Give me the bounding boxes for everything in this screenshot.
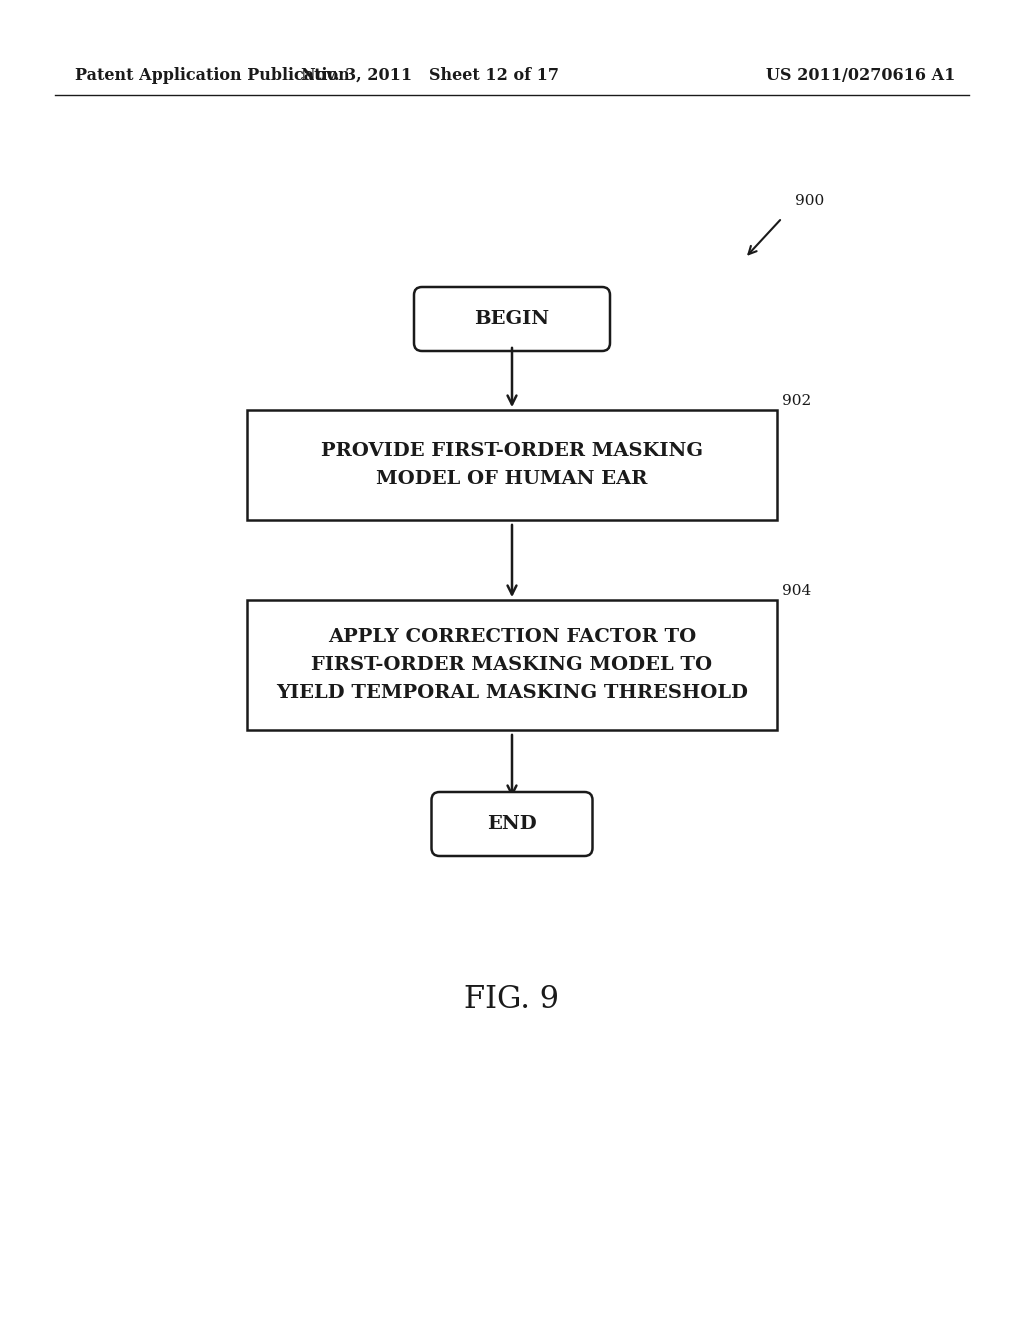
Text: FIG. 9: FIG. 9	[465, 985, 559, 1015]
Text: 900: 900	[795, 194, 824, 209]
Text: BEGIN: BEGIN	[474, 310, 550, 327]
Text: Nov. 3, 2011   Sheet 12 of 17: Nov. 3, 2011 Sheet 12 of 17	[301, 66, 559, 83]
Text: US 2011/0270616 A1: US 2011/0270616 A1	[766, 66, 955, 83]
Bar	[247, 601, 777, 730]
Text: 904: 904	[782, 583, 811, 598]
FancyBboxPatch shape	[414, 286, 610, 351]
Text: Patent Application Publication: Patent Application Publication	[75, 66, 350, 83]
Bar	[247, 411, 777, 520]
Text: PROVIDE FIRST-ORDER MASKING
MODEL OF HUMAN EAR: PROVIDE FIRST-ORDER MASKING MODEL OF HUM…	[321, 442, 703, 488]
Text: 902: 902	[782, 393, 811, 408]
Text: END: END	[487, 814, 537, 833]
FancyBboxPatch shape	[431, 792, 593, 855]
Text: APPLY CORRECTION FACTOR TO
FIRST-ORDER MASKING MODEL TO
YIELD TEMPORAL MASKING T: APPLY CORRECTION FACTOR TO FIRST-ORDER M…	[276, 628, 748, 702]
